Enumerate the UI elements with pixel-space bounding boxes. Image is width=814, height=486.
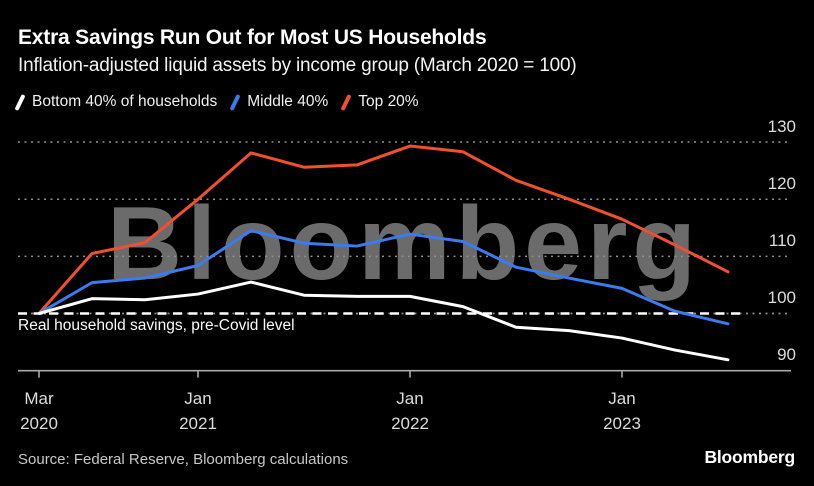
- x-axis-label-Jan-2023: Jan 2023: [603, 389, 641, 433]
- series-line-top-20-: [37, 144, 730, 315]
- y-axis-label-110: 110: [768, 230, 796, 250]
- y-axis-label-90: 90: [777, 345, 796, 365]
- source-credit: Source: Federal Reserve, Bloomberg calcu…: [18, 451, 349, 468]
- x-axis-label-Mar-2020: Mar 2020: [20, 389, 58, 433]
- legend-item-middle-40: Middle 40%: [229, 93, 329, 111]
- legend-label: Top 20%: [358, 93, 419, 110]
- baseline-annotation: Real household savings, pre-Covid level: [18, 317, 295, 334]
- series-layer: [37, 144, 730, 362]
- x-axis-label-Jan-2022: Jan 2022: [391, 389, 429, 433]
- bloomberg-watermark: Bloomberg: [107, 186, 701, 302]
- legend-item-top-20: Top 20%: [340, 93, 419, 111]
- series-line-bottom-40-of-households: [37, 280, 730, 362]
- page-title: Extra Savings Run Out for Most US Househ…: [18, 26, 487, 49]
- bloomberg-logo: Bloomberg: [704, 447, 795, 467]
- legend-slash-icon: [229, 93, 241, 111]
- y-axis-label-120: 120: [767, 173, 796, 193]
- series-line-middle-40-: [37, 229, 730, 326]
- y-axis-label-130: 130: [767, 116, 796, 136]
- legend: Bottom 40% of households Middle 40% Top …: [14, 93, 419, 111]
- legend-label: Bottom 40% of households: [32, 93, 218, 110]
- page-subtitle: Inflation-adjusted liquid assets by inco…: [18, 55, 577, 76]
- x-axis-label-Jan-2021: Jan 2021: [179, 389, 217, 433]
- legend-label: Middle 40%: [247, 93, 329, 110]
- y-axis-label-100: 100: [767, 288, 796, 307]
- legend-slash-icon: [340, 93, 352, 111]
- legend-item-bottom-40: Bottom 40% of households: [14, 93, 218, 111]
- grid-layer: [18, 141, 791, 378]
